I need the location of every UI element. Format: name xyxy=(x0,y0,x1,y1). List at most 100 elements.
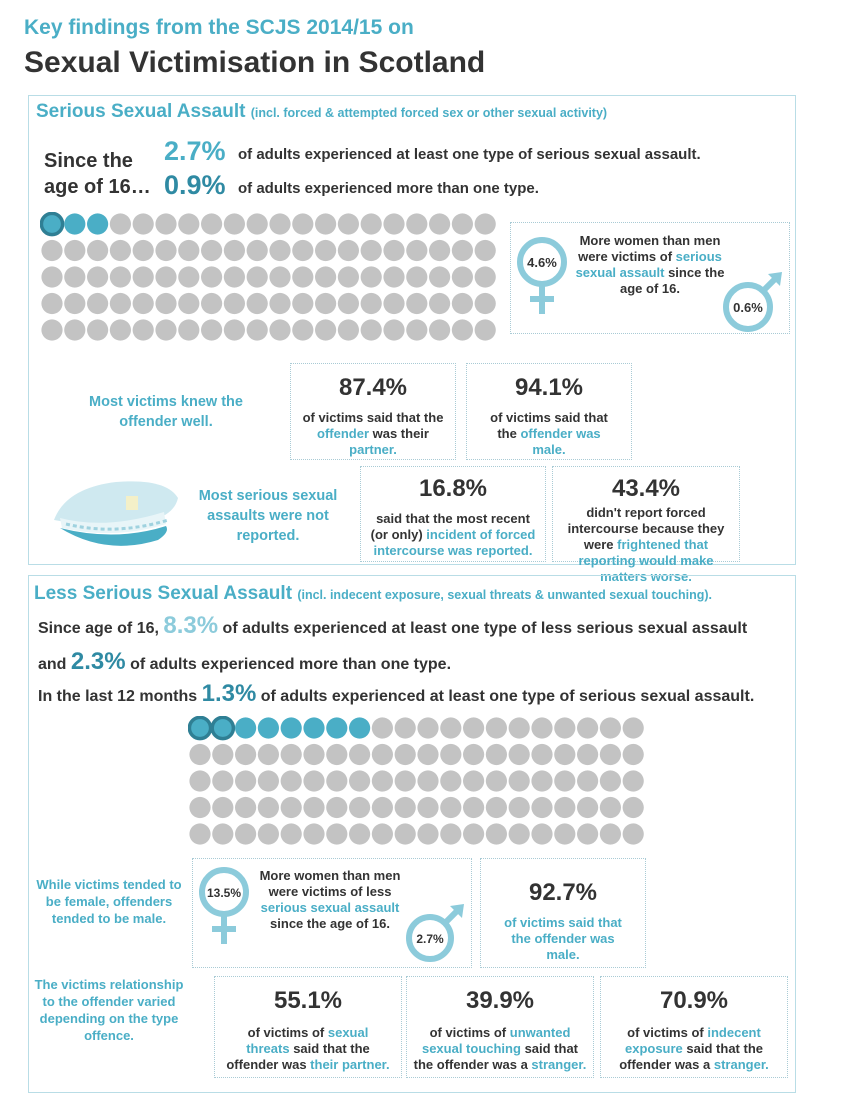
serious-waffle-dot xyxy=(292,319,314,341)
less-waffle-dot xyxy=(554,796,576,819)
less-waffle-dot xyxy=(463,717,485,739)
serious-waffle-dot xyxy=(155,266,177,288)
serious-waffle-dot xyxy=(474,266,496,288)
serious-waffle-dot xyxy=(474,319,496,341)
serious-waffle-dot xyxy=(109,319,131,341)
less-waffle-dot xyxy=(326,796,348,819)
serious-waffle-dot xyxy=(474,213,496,235)
serious-waffle-dot xyxy=(223,292,245,315)
card-sexual-threats: 55.1% of victims of sexual threats said … xyxy=(214,976,402,1078)
serious-waffle-dot xyxy=(64,266,86,288)
serious-gender-text: More women than men were victims of seri… xyxy=(575,233,725,296)
serious-waffle-dot xyxy=(109,266,131,288)
less-waffle-dot xyxy=(257,770,279,792)
less-waffle-dot xyxy=(212,770,234,792)
card-frightened-value: 43.4% xyxy=(611,475,681,502)
serious-waffle-dot xyxy=(246,239,268,262)
serious-waffle-dot xyxy=(360,319,382,341)
serious-waffle-dot xyxy=(178,266,200,288)
less-waffle-dot xyxy=(235,796,257,819)
less-waffle-dot xyxy=(622,717,644,739)
less-waffle-dot xyxy=(394,717,416,739)
less-waffle-dot xyxy=(280,796,302,819)
serious-waffle-dot xyxy=(451,319,473,341)
less-waffle-dot xyxy=(235,743,257,766)
police-hat-icon xyxy=(54,481,178,546)
serious-waffle-dot xyxy=(41,319,63,341)
less-waffle-dot xyxy=(599,770,621,792)
less-waffle-dot xyxy=(463,743,485,766)
serious-waffle-dot xyxy=(429,266,451,288)
less-waffle-dot xyxy=(349,717,371,739)
serious-waffle-dot xyxy=(178,213,200,235)
card-frightened-text: didn't report forced intercourse because… xyxy=(567,505,725,584)
less-waffle-dot xyxy=(257,743,279,766)
less-waffle-dot xyxy=(371,796,393,819)
card-partner: 87.4% of victims said that the offender … xyxy=(290,363,456,460)
less-waffle-dot xyxy=(235,770,257,792)
less-waffle-dot xyxy=(485,717,507,739)
serious-pct-1-text: of adults experienced at least one type … xyxy=(238,146,701,163)
serious-waffle-dot xyxy=(246,292,268,315)
serious-waffle-dot xyxy=(155,292,177,315)
serious-waffle-dot xyxy=(406,319,428,341)
card-male-offender: 94.1% of victims said that the offender … xyxy=(466,363,632,460)
less-waffle-dot xyxy=(257,823,279,845)
less-waffle-dot xyxy=(622,743,644,766)
card-male-value: 94.1% xyxy=(514,374,584,401)
less-waffle-dot xyxy=(485,770,507,792)
less-waffle-dot xyxy=(622,796,644,819)
serious-waffle-dot xyxy=(337,292,359,315)
serious-waffle-dot xyxy=(269,213,291,235)
serious-waffle-dot xyxy=(474,292,496,315)
less-waffle-dot xyxy=(554,770,576,792)
less-waffle-dot xyxy=(280,823,302,845)
serious-waffle-dot xyxy=(201,266,223,288)
less-waffle-dot xyxy=(280,743,302,766)
less-waffle-dot xyxy=(394,823,416,845)
relationship-text: The victims relationship to the offender… xyxy=(34,977,184,1043)
serious-waffle-dot xyxy=(406,266,428,288)
less-waffle-dot xyxy=(622,823,644,845)
serious-waffle-dot xyxy=(64,239,86,262)
card-male-text-2: of victims said that the offender was ma… xyxy=(504,915,622,962)
serious-waffle-dot xyxy=(451,239,473,262)
less-waffle-dot xyxy=(417,823,439,845)
less-waffle-dot xyxy=(440,770,462,792)
less-waffle-dot xyxy=(280,770,302,792)
page-title: Sexual Victimisation in Scotland xyxy=(24,46,486,79)
female-pct-label-2: 13.5% xyxy=(207,886,241,900)
less-waffle-dot xyxy=(235,823,257,845)
serious-waffle-dot xyxy=(64,213,86,235)
card-partner-value: 87.4% xyxy=(338,374,408,401)
less-waffle-dot xyxy=(371,770,393,792)
less-waffle-dot xyxy=(394,743,416,766)
serious-waffle-dot xyxy=(246,319,268,341)
less-waffle-dot xyxy=(440,823,462,845)
serious-waffle-dot xyxy=(40,212,65,237)
serious-pct-2-text: of adults experienced more than one type… xyxy=(238,180,539,197)
card-indecent-exposure: 70.9% of victims of indecent exposure sa… xyxy=(600,976,788,1078)
serious-waffle-dot xyxy=(292,239,314,262)
serious-waffle-dot xyxy=(360,292,382,315)
serious-waffle-dot xyxy=(269,319,291,341)
serious-section-title: Serious Sexual Assault (incl. forced & a… xyxy=(36,101,608,122)
serious-waffle-dot xyxy=(383,266,405,288)
less-waffle-dot xyxy=(554,823,576,845)
female-icon: 4.6% xyxy=(517,237,567,314)
less-waffle-dot xyxy=(485,796,507,819)
serious-waffle-dot xyxy=(337,319,359,341)
serious-waffle-dot xyxy=(383,292,405,315)
card-partner-text: of victims said that the offender was th… xyxy=(302,410,444,457)
serious-waffle-dot xyxy=(178,319,200,341)
less-line-3: In the last 12 months 1.3% of adults exp… xyxy=(38,680,755,707)
card-exposure-text: of victims of indecent exposure said tha… xyxy=(619,1025,769,1072)
card-reported-value: 16.8% xyxy=(418,475,488,502)
less-waffle-dot xyxy=(577,796,599,819)
less-waffle-dot xyxy=(577,717,599,739)
less-section-title: Less Serious Sexual Assault (incl. indec… xyxy=(34,583,712,604)
serious-waffle-dot xyxy=(87,266,109,288)
serious-waffle-dot xyxy=(87,292,109,315)
serious-waffle-dot xyxy=(315,213,337,235)
serious-waffle-dot xyxy=(451,292,473,315)
